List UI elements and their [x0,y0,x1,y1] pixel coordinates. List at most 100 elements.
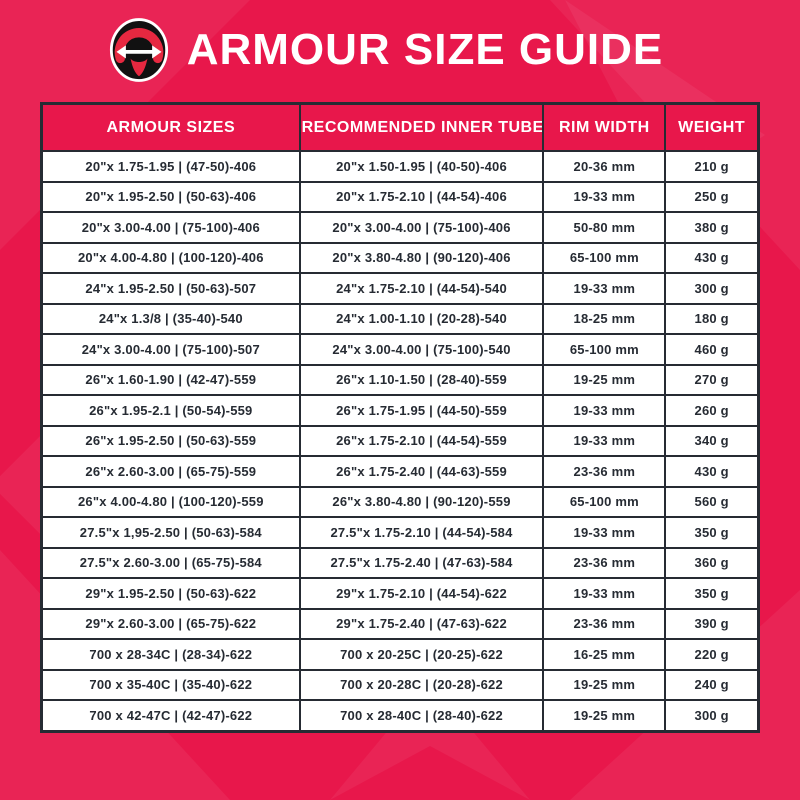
col-header-weight: WEIGHT [664,102,760,152]
armour-size-cell: 20"x 4.00-4.80 | (100-120)-406 [40,241,301,274]
armour-size-cell: 26"x 4.00-4.80 | (100-120)-559 [40,485,301,518]
table-row: 26"x 4.00-4.80 | (100-120)-559 26"x 3.80-… [40,485,760,518]
armour-size-cell: 26"x 2.60-3.00 | (65-75)-559 [40,455,301,488]
table-row: 26"x 1.60-1.90 | (42-47)-559 26"x 1.10-1.… [40,363,760,396]
weight-cell: 250 g [664,180,760,213]
rim-width-cell: 23-36 mm [542,607,667,640]
size-guide-table: ARMOUR SIZES RECOMMENDED INNER TUBE RIM … [40,102,760,733]
rim-width-cell: 19-25 mm [542,699,667,732]
weight-cell: 300 g [664,272,760,305]
rim-width-cell: 19-33 mm [542,272,667,305]
col-header-rim-width: RIM WIDTH [542,102,667,152]
table-row: 700 x 42-47C | (42-47)-622 700 x 28-40C |… [40,699,760,732]
inner-tube-cell: 700 x 28-40C | (28-40)-622 [298,699,545,732]
table-row: 700 x 35-40C | (35-40)-622 700 x 20-28C |… [40,668,760,701]
rim-width-cell: 23-36 mm [542,455,667,488]
table-header-row: ARMOUR SIZES RECOMMENDED INNER TUBE RIM … [40,102,760,152]
armour-size-cell: 24"x 3.00-4.00 | (75-100)-507 [40,333,301,366]
armour-size-cell: 29"x 2.60-3.00 | (65-75)-622 [40,607,301,640]
col-header-inner-tube: RECOMMENDED INNER TUBE [298,102,545,152]
page-title: ARMOUR SIZE GUIDE [186,25,664,74]
inner-tube-cell: 29"x 1.75-2.10 | (44-54)-622 [298,577,545,610]
table-row: 29"x 2.60-3.00 | (65-75)-622 29"x 1.75-2.… [40,607,760,640]
armour-size-cell: 27.5"x 2.60-3.00 | (65-75)-584 [40,546,301,579]
inner-tube-cell: 700 x 20-28C | (20-28)-622 [298,668,545,701]
weight-cell: 380 g [664,211,760,244]
inner-tube-cell: 26"x 1.10-1.50 | (28-40)-559 [298,363,545,396]
armour-size-cell: 20"x 1.95-2.50 | (50-63)-406 [40,180,301,213]
weight-cell: 560 g [664,485,760,518]
rim-width-cell: 18-25 mm [542,302,667,335]
armour-size-cell: 29"x 1.95-2.50 | (50-63)-622 [40,577,301,610]
inner-tube-cell: 20"x 3.80-4.80 | (90-120)-406 [298,241,545,274]
weight-cell: 390 g [664,607,760,640]
rim-width-cell: 19-33 mm [542,424,667,457]
inner-tube-cell: 24"x 1.75-2.10 | (44-54)-540 [298,272,545,305]
table-row: 20"x 1.95-2.50 | (50-63)-406 20"x 1.75-2.… [40,180,760,213]
rim-width-cell: 19-33 mm [542,394,667,427]
inner-tube-cell: 27.5"x 1.75-2.40 | (47-63)-584 [298,546,545,579]
weight-cell: 240 g [664,668,760,701]
rim-width-cell: 50-80 mm [542,211,667,244]
table-row: 26"x 2.60-3.00 | (65-75)-559 26"x 1.75-2.… [40,455,760,488]
armour-size-cell: 700 x 35-40C | (35-40)-622 [40,668,301,701]
inner-tube-cell: 24"x 3.00-4.00 | (75-100)-540 [298,333,545,366]
rim-width-cell: 19-25 mm [542,363,667,396]
rim-width-cell: 16-25 mm [542,638,667,671]
page-header: ARMOUR SIZE GUIDE [0,0,786,100]
table-row: 20"x 3.00-4.00 | (75-100)-406 20"x 3.00-4… [40,211,760,244]
inner-tube-cell: 26"x 1.75-2.40 | (44-63)-559 [298,455,545,488]
weight-cell: 350 g [664,577,760,610]
armour-size-cell: 700 x 28-34C | (28-34)-622 [40,638,301,671]
armour-size-cell: 27.5"x 1,95-2.50 | (50-63)-584 [40,516,301,549]
weight-cell: 210 g [664,150,760,183]
inner-tube-cell: 20"x 1.75-2.10 | (44-54)-406 [298,180,545,213]
weight-cell: 180 g [664,302,760,335]
inner-tube-cell: 29"x 1.75-2.40 | (47-63)-622 [298,607,545,640]
rim-width-cell: 19-33 mm [542,180,667,213]
table-row: 26"x 1.95-2.1 | (50-54)-559 26"x 1.75-1.9… [40,394,760,427]
weight-cell: 270 g [664,363,760,396]
armour-size-cell: 20"x 1.75-1.95 | (47-50)-406 [40,150,301,183]
weight-cell: 360 g [664,546,760,579]
table-row: 700 x 28-34C | (28-34)-622 700 x 20-25C |… [40,638,760,671]
armour-size-cell: 26"x 1.95-2.1 | (50-54)-559 [40,394,301,427]
rim-width-cell: 20-36 mm [542,150,667,183]
size-table-body: 20"x 1.75-1.95 | (47-50)-406 20"x 1.50-1.… [40,150,760,732]
inner-tube-cell: 20"x 3.00-4.00 | (75-100)-406 [298,211,545,244]
rim-width-cell: 65-100 mm [542,485,667,518]
table-row: 27.5"x 1,95-2.50 | (50-63)-584 27.5"x 1.7… [40,516,760,549]
rim-width-cell: 19-33 mm [542,577,667,610]
rim-width-cell: 65-100 mm [542,333,667,366]
armour-size-cell: 24"x 1.95-2.50 | (50-63)-507 [40,272,301,305]
inner-tube-cell: 700 x 20-25C | (20-25)-622 [298,638,545,671]
table-row: 26"x 1.95-2.50 | (50-63)-559 26"x 1.75-2.… [40,424,760,457]
rim-width-cell: 65-100 mm [542,241,667,274]
rim-width-cell: 19-33 mm [542,516,667,549]
table-row: 24"x 1.95-2.50 | (50-63)-507 24"x 1.75-2.… [40,272,760,305]
weight-cell: 340 g [664,424,760,457]
inner-tube-cell: 27.5"x 1.75-2.10 | (44-54)-584 [298,516,545,549]
table-row: 27.5"x 2.60-3.00 | (65-75)-584 27.5"x 1.7… [40,546,760,579]
tire-tube-width-arrow-icon [109,17,169,83]
armour-size-cell: 20"x 3.00-4.00 | (75-100)-406 [40,211,301,244]
weight-cell: 220 g [664,638,760,671]
table-row: 24"x 1.3/8 | (35-40)-540 24"x 1.00-1.10 |… [40,302,760,335]
weight-cell: 300 g [664,699,760,732]
inner-tube-cell: 26"x 1.75-1.95 | (44-50)-559 [298,394,545,427]
table-row: 20"x 4.00-4.80 | (100-120)-406 20"x 3.80-… [40,241,760,274]
table-row: 20"x 1.75-1.95 | (47-50)-406 20"x 1.50-1.… [40,150,760,183]
weight-cell: 430 g [664,241,760,274]
armour-size-cell: 26"x 1.95-2.50 | (50-63)-559 [40,424,301,457]
weight-cell: 460 g [664,333,760,366]
weight-cell: 350 g [664,516,760,549]
rim-width-cell: 23-36 mm [542,546,667,579]
inner-tube-cell: 26"x 3.80-4.80 | (90-120)-559 [298,485,545,518]
inner-tube-cell: 24"x 1.00-1.10 | (20-28)-540 [298,302,545,335]
table-row: 29"x 1.95-2.50 | (50-63)-622 29"x 1.75-2.… [40,577,760,610]
weight-cell: 260 g [664,394,760,427]
armour-size-cell: 26"x 1.60-1.90 | (42-47)-559 [40,363,301,396]
weight-cell: 430 g [664,455,760,488]
col-header-armour-sizes: ARMOUR SIZES [40,102,301,152]
table-row: 24"x 3.00-4.00 | (75-100)-507 24"x 3.00-4… [40,333,760,366]
